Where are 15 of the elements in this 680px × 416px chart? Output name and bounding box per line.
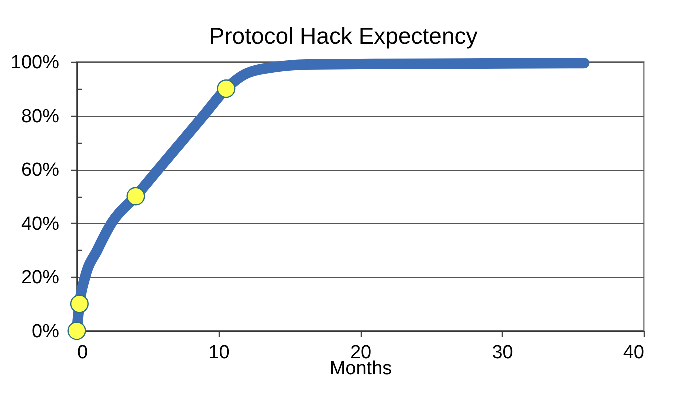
y-tick-label: 40% (21, 214, 60, 235)
y-tick-label: 80% (21, 106, 60, 128)
point (217, 80, 236, 98)
y-tick-label: 60% (21, 160, 60, 182)
point (126, 187, 146, 206)
point (68, 322, 86, 340)
x-tick-label: 10 (208, 342, 230, 364)
x-tick-label: 0 (78, 342, 88, 364)
y-tick-label: 0% (32, 322, 60, 342)
y-tick-label: 20% (21, 268, 60, 289)
x-tick-label: 30 (492, 342, 514, 364)
point (70, 294, 89, 314)
y-tick-label: 100% (10, 52, 60, 74)
x-tick-label: 40 (623, 342, 644, 364)
chart-title: Protocol Hack Expectency (209, 23, 478, 49)
